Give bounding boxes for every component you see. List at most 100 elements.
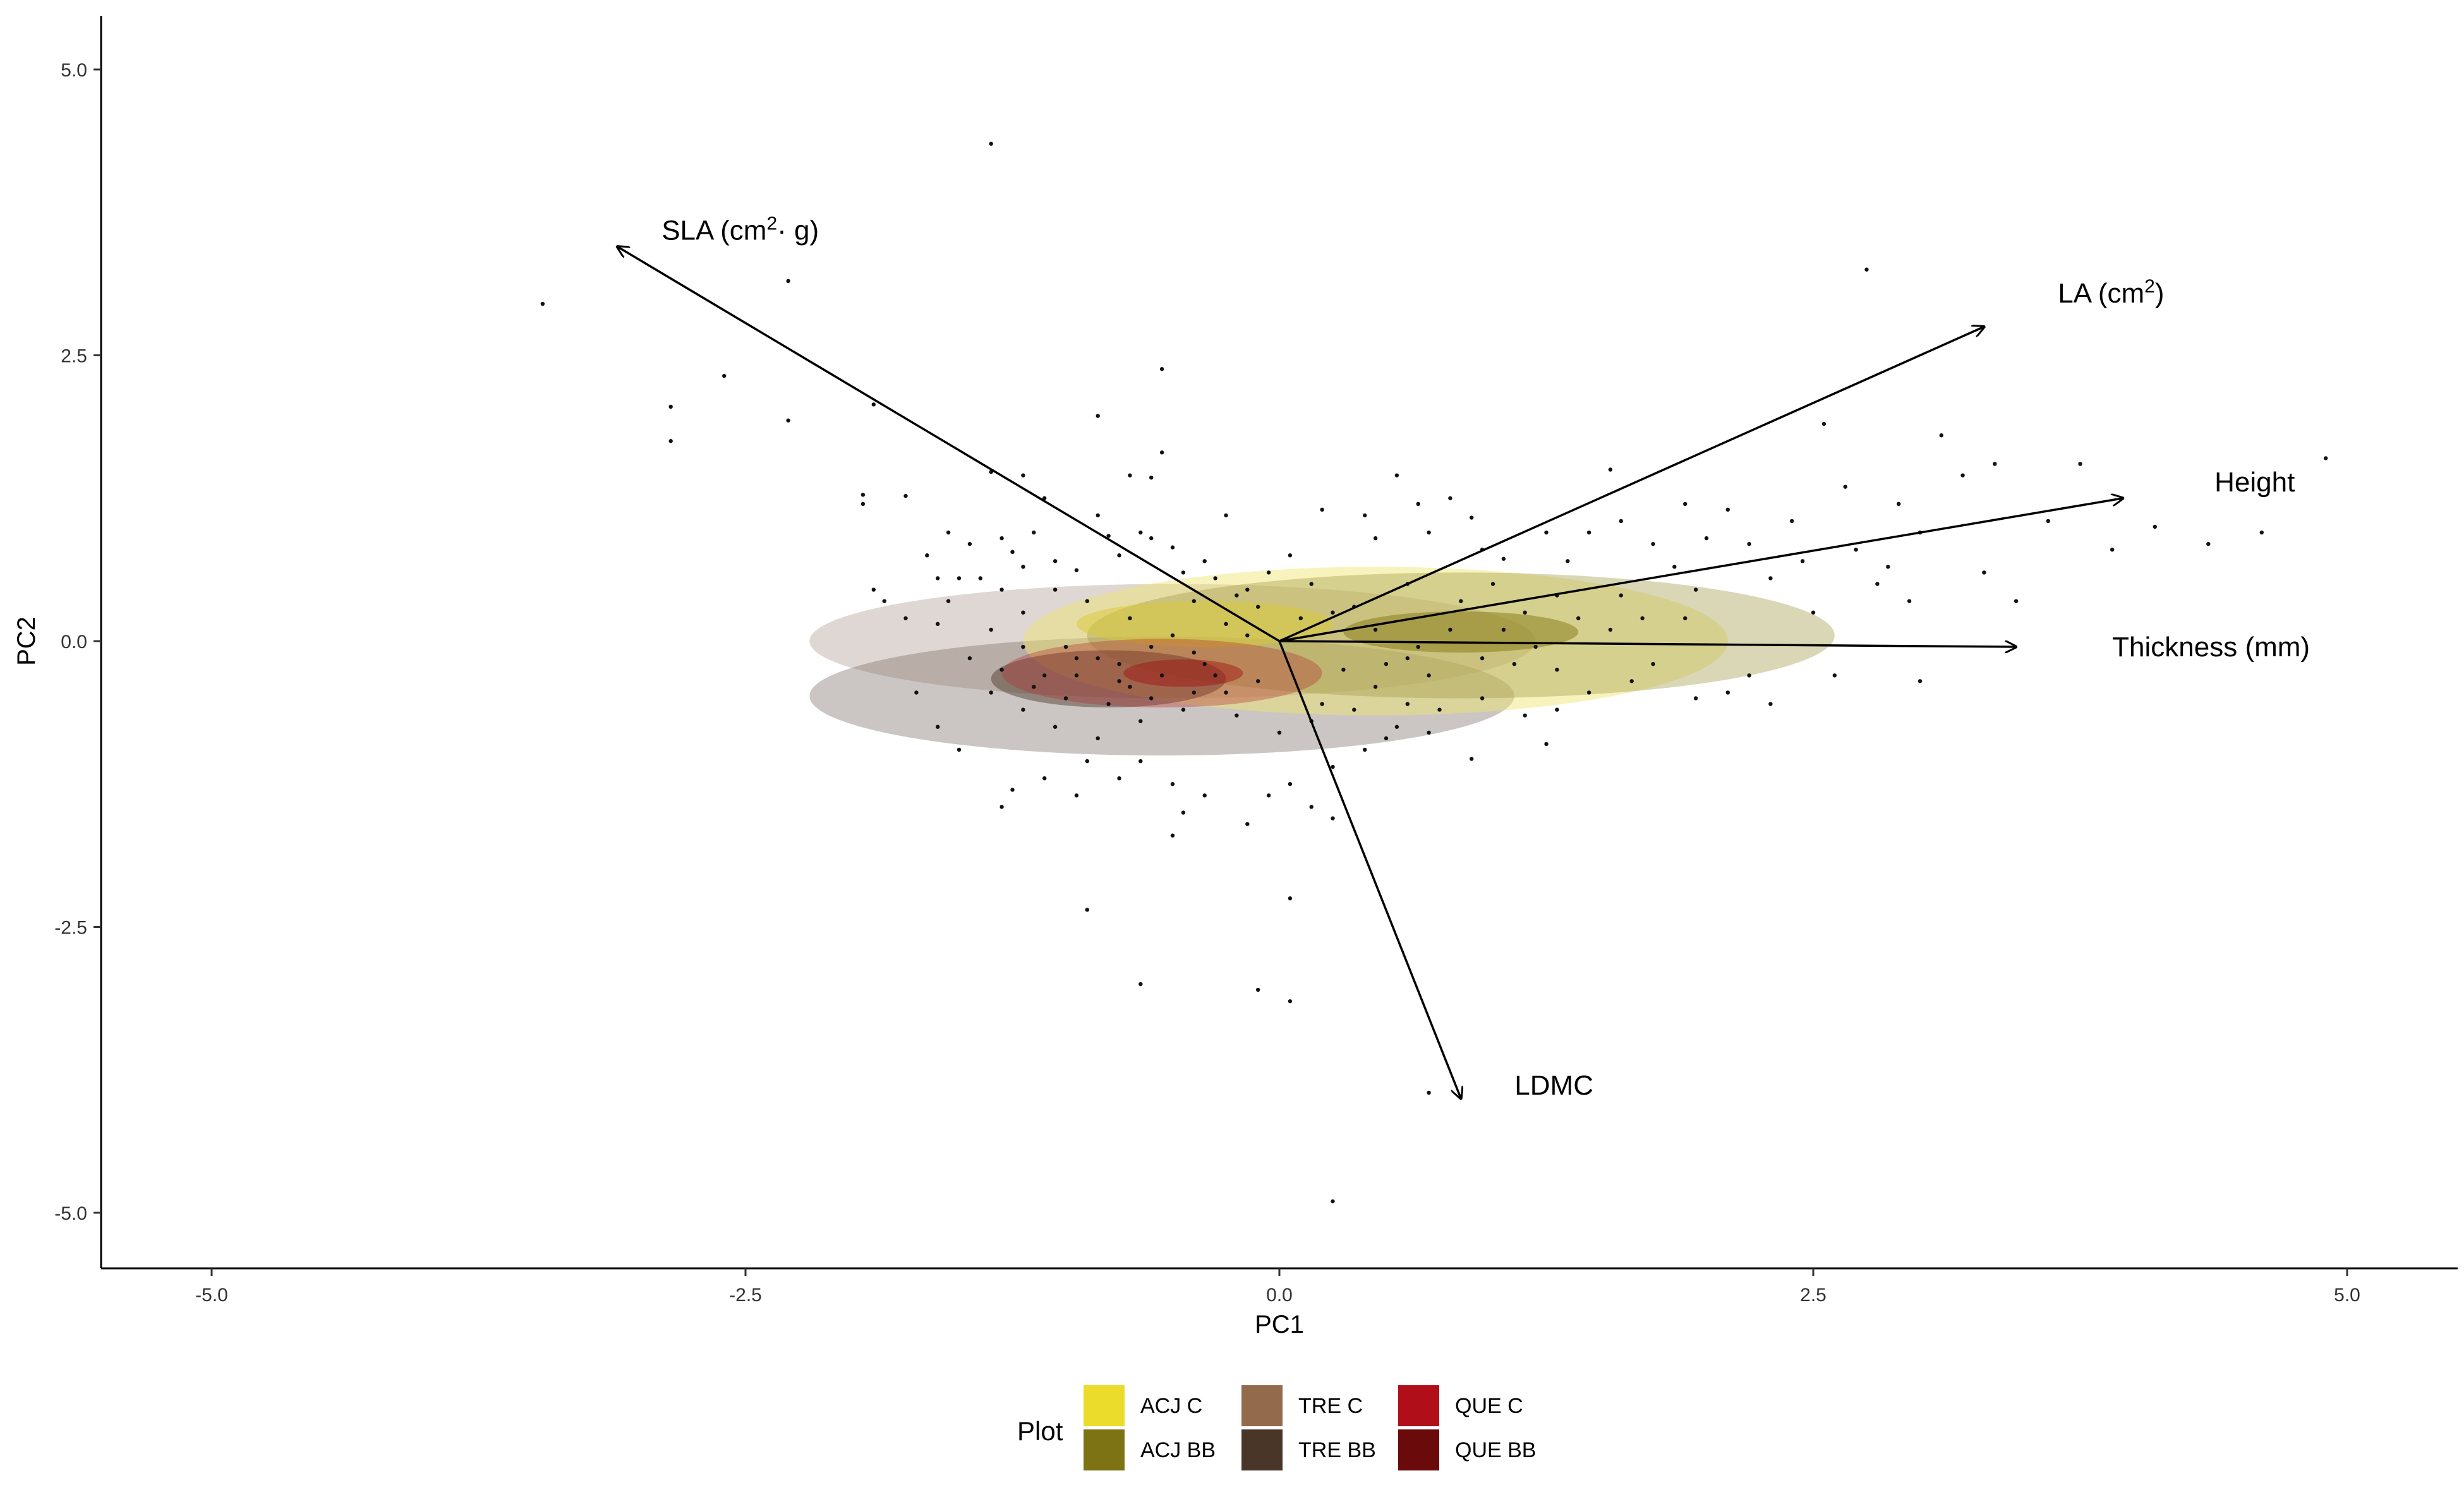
data-point xyxy=(1672,565,1677,569)
data-point xyxy=(1138,982,1143,987)
loading-arrow-la xyxy=(1279,327,1984,642)
scatter-points xyxy=(540,141,2328,1204)
data-point xyxy=(722,373,727,378)
data-point xyxy=(1993,462,1997,466)
data-point xyxy=(1213,576,1217,580)
data-point xyxy=(1245,633,1250,638)
data-point xyxy=(1256,604,1260,609)
data-point xyxy=(1790,519,1794,524)
data-point xyxy=(2259,530,2264,535)
data-point xyxy=(936,622,940,627)
data-point xyxy=(1373,627,1378,632)
data-point xyxy=(1053,724,1058,729)
data-point xyxy=(1277,730,1282,735)
data-point xyxy=(1170,545,1175,550)
data-point xyxy=(1331,1199,1335,1204)
data-point xyxy=(1544,742,1549,747)
data-point xyxy=(1586,530,1591,535)
data-point xyxy=(1897,502,1901,506)
data-point xyxy=(1096,736,1100,741)
data-point xyxy=(1394,473,1399,478)
data-point xyxy=(1149,644,1154,649)
data-point xyxy=(1960,473,1965,478)
data-point xyxy=(1427,673,1431,678)
data-point xyxy=(999,536,1004,541)
data-point xyxy=(999,668,1004,672)
data-point xyxy=(1523,610,1527,615)
data-point xyxy=(967,541,972,546)
data-point xyxy=(1427,1090,1431,1095)
data-point xyxy=(1256,679,1260,683)
data-point xyxy=(882,599,886,603)
data-point xyxy=(2078,462,2082,466)
data-point xyxy=(1608,467,1613,472)
data-point xyxy=(861,502,866,506)
legend: Plot ACJ C ACJ BB TRE C TRE BB QUE C QUE BB xyxy=(1017,1385,1536,1470)
data-point xyxy=(1021,473,1025,478)
data-point xyxy=(861,493,866,497)
data-point xyxy=(1021,610,1025,615)
data-point xyxy=(1640,616,1645,620)
data-point xyxy=(1063,696,1068,700)
data-point xyxy=(1470,515,1474,520)
legend-label: ACJ BB xyxy=(1140,1438,1216,1462)
data-point xyxy=(1053,559,1058,563)
data-point xyxy=(1192,690,1197,695)
data-point xyxy=(1213,673,1217,678)
legend-swatch xyxy=(1241,1429,1283,1470)
loading-label-thickness: Thickness (mm) xyxy=(2112,632,2310,663)
density-region xyxy=(1343,611,1579,653)
data-point xyxy=(936,724,940,729)
data-point xyxy=(1875,582,1880,586)
data-point xyxy=(957,576,962,580)
data-point xyxy=(1427,730,1431,735)
data-point xyxy=(1747,541,1751,546)
data-point xyxy=(1501,556,1506,561)
data-point xyxy=(1063,644,1068,649)
data-point xyxy=(1566,559,1570,563)
data-point xyxy=(1693,696,1698,700)
x-tick-label: 0.0 xyxy=(1266,1285,1293,1306)
x-tick-label: -2.5 xyxy=(729,1285,762,1306)
data-point xyxy=(1042,776,1047,781)
data-point xyxy=(1309,582,1314,586)
data-point xyxy=(1138,719,1143,723)
data-point xyxy=(946,530,951,535)
data-point xyxy=(1939,433,1943,438)
data-point xyxy=(1693,587,1698,592)
data-point xyxy=(1555,668,1559,672)
data-point xyxy=(2153,524,2157,529)
density-regions xyxy=(809,567,1835,755)
x-axis-ticks: -5.0 -2.5 0.0 2.5 5.0 xyxy=(195,1268,2360,1306)
data-point xyxy=(1309,805,1314,809)
data-point xyxy=(1405,702,1410,706)
data-point xyxy=(2206,541,2211,546)
data-point xyxy=(1085,759,1090,764)
data-point xyxy=(1021,644,1025,649)
data-point xyxy=(1032,685,1036,689)
data-point xyxy=(1683,616,1688,620)
data-point xyxy=(1555,707,1559,712)
data-point xyxy=(1288,896,1293,901)
data-point xyxy=(1373,685,1378,689)
legend-swatch xyxy=(1398,1429,1439,1470)
data-point xyxy=(1074,656,1079,661)
data-point xyxy=(1619,519,1623,524)
data-point xyxy=(1149,696,1154,700)
data-point xyxy=(1811,610,1816,615)
data-point xyxy=(1405,656,1410,661)
data-point xyxy=(1704,536,1709,541)
data-point xyxy=(1053,587,1058,592)
data-point xyxy=(1288,553,1293,558)
data-point xyxy=(1363,513,1367,518)
loading-label-sla: SLA (cm2· g) xyxy=(661,213,819,246)
density-region xyxy=(809,636,1514,755)
data-point xyxy=(989,141,993,146)
data-point xyxy=(1523,713,1527,718)
data-point xyxy=(1117,776,1121,781)
data-point xyxy=(871,587,876,592)
loading-label-height: Height xyxy=(2214,467,2295,498)
data-point xyxy=(1448,627,1452,632)
data-point xyxy=(1128,473,1132,478)
